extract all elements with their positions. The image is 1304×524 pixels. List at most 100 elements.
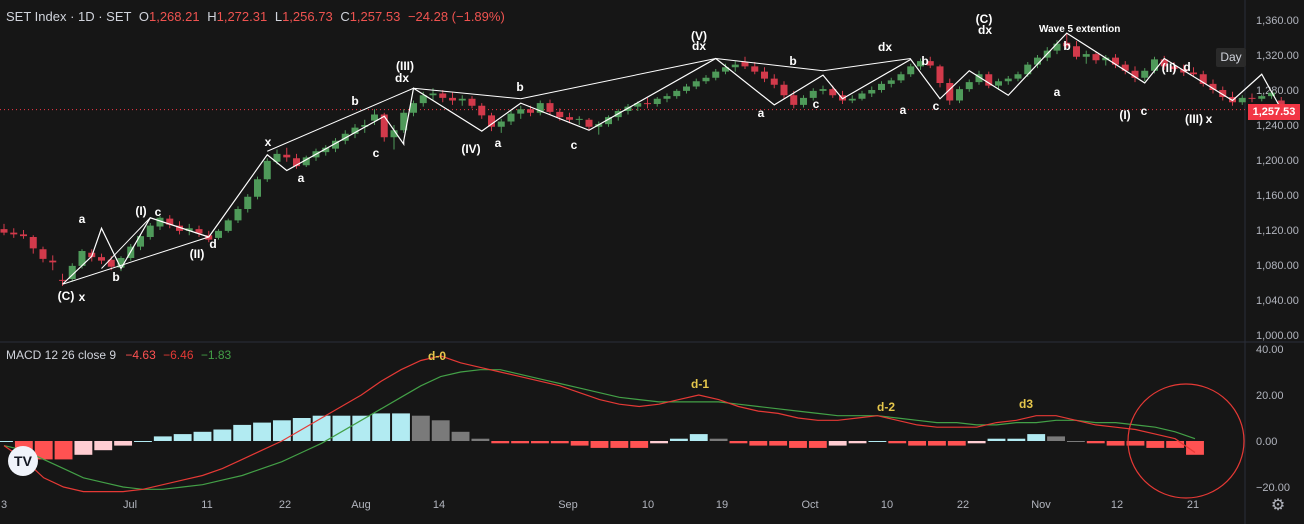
- macd-histogram-bar: [987, 438, 1006, 441]
- candle: [917, 61, 924, 67]
- wave-label: x: [79, 290, 86, 304]
- macd-histogram-bar: [1066, 441, 1085, 442]
- wave-label: x: [1206, 112, 1213, 126]
- candle: [497, 121, 505, 127]
- candle: [20, 234, 27, 237]
- macd-histogram-bar: [947, 441, 966, 446]
- x-tick-label: Aug: [351, 499, 371, 511]
- macd-histogram-bar: [590, 441, 609, 448]
- candle: [166, 218, 174, 225]
- wave-label: c: [373, 146, 380, 160]
- candle: [78, 251, 86, 266]
- candle: [263, 160, 271, 180]
- candle: [819, 89, 827, 91]
- macd-annotation: d-1: [691, 377, 709, 391]
- wave-label: dx: [395, 71, 409, 85]
- macd-tick-label: 40.00: [1256, 344, 1284, 356]
- x-tick-label: 10: [642, 499, 654, 511]
- macd-histogram-bar: [471, 438, 490, 441]
- candle: [887, 80, 895, 84]
- macd-histogram-bar: [729, 441, 748, 444]
- candle: [585, 119, 593, 127]
- candle: [234, 209, 242, 221]
- candle: [59, 279, 66, 281]
- candle: [302, 157, 310, 166]
- candle: [536, 103, 544, 113]
- candle: [468, 98, 476, 106]
- wave-label: c: [571, 138, 578, 152]
- candle: [663, 96, 671, 99]
- candle: [722, 67, 729, 72]
- price-tick-label: 1,080.00: [1256, 260, 1299, 272]
- macd-histogram-bar: [372, 413, 391, 441]
- candle: [1024, 64, 1032, 75]
- macd-histogram-bar: [967, 441, 986, 444]
- wave-channel-line: [413, 87, 521, 100]
- interval-badge[interactable]: Day: [1216, 48, 1246, 67]
- candle: [176, 225, 183, 231]
- wave-label: (III): [396, 59, 414, 73]
- wave-label: (I): [135, 204, 146, 218]
- wave-channel-line: [715, 58, 824, 72]
- macd-histogram-bar: [1047, 436, 1065, 441]
- macd-histogram-bar: [94, 441, 113, 451]
- macd-title: MACD 12 26 close 9: [6, 348, 117, 362]
- wave-label: (II): [190, 247, 205, 261]
- tradingview-logo-icon[interactable]: TV: [8, 446, 38, 476]
- candle: [215, 230, 222, 238]
- candle: [644, 103, 651, 105]
- high-value: 1,272.31: [216, 9, 268, 24]
- candle: [692, 81, 700, 87]
- candle: [1063, 42, 1071, 47]
- candle: [273, 153, 281, 162]
- candle: [332, 140, 339, 149]
- wave-label: a: [900, 103, 907, 117]
- candle: [936, 66, 944, 83]
- macd-histogram-bar: [848, 441, 867, 444]
- macd-histogram-bar: [1186, 441, 1204, 455]
- candle: [985, 74, 993, 86]
- price-tick-label: 1,040.00: [1256, 295, 1299, 307]
- candle: [868, 90, 876, 94]
- macd-histogram-bar: [630, 441, 649, 448]
- macd-histogram-bar: [134, 441, 152, 442]
- candle: [507, 113, 515, 122]
- macd-histogram-bar: [689, 434, 708, 441]
- macd-annotation: d-0: [428, 349, 446, 363]
- candle: [517, 109, 525, 114]
- candle: [458, 98, 466, 101]
- candle: [546, 103, 554, 112]
- wave-label: c: [1141, 104, 1148, 118]
- candle: [741, 62, 749, 67]
- wave-label: a: [758, 106, 765, 120]
- gear-icon[interactable]: ⚙: [1270, 497, 1286, 514]
- candle: [98, 257, 105, 261]
- wave-label: (IV): [461, 142, 480, 156]
- macd-histogram-bar: [828, 441, 847, 446]
- candle: [322, 147, 330, 153]
- candle: [1121, 64, 1129, 71]
- low-label: L: [274, 9, 283, 24]
- candle: [770, 78, 778, 85]
- macd-histogram-bar: [1166, 441, 1185, 448]
- macd-tick-label: 0.00: [1256, 436, 1277, 448]
- candle: [1082, 54, 1090, 57]
- candle: [419, 95, 427, 104]
- macd-histogram-bar: [0, 441, 13, 442]
- candle: [1238, 97, 1246, 103]
- macd-histogram-bar: [908, 441, 927, 446]
- macd-histogram-bar: [233, 424, 252, 441]
- price-tick-label: 1,240.00: [1256, 120, 1299, 132]
- macd-histogram-bar: [1106, 441, 1125, 446]
- highlight-circle: [1127, 383, 1245, 499]
- macd-histogram-bar: [253, 422, 271, 441]
- candle: [390, 130, 398, 138]
- candle: [634, 103, 642, 107]
- macd-histogram-bar: [1126, 441, 1145, 446]
- macd-histogram-bar: [1146, 441, 1165, 448]
- macd-histogram-bar: [1007, 438, 1026, 441]
- wave-label: dx: [878, 40, 892, 54]
- candle: [137, 236, 144, 247]
- wave-label: dx: [978, 23, 992, 37]
